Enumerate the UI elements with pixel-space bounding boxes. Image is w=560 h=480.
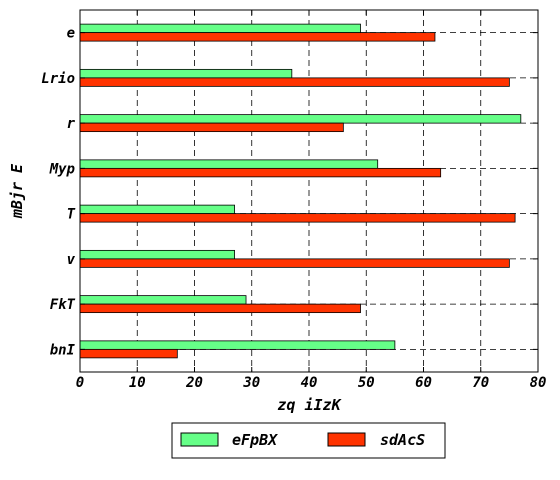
y-tick-label: Lrio bbox=[41, 71, 75, 87]
x-tick-label: 80 bbox=[530, 375, 547, 391]
legend-swatch-sdacs bbox=[327, 432, 366, 447]
bar-sdacs-fkt bbox=[79, 303, 361, 314]
bar-sdacs-myp bbox=[79, 167, 442, 178]
x-axis-title: zq iIzK bbox=[277, 396, 342, 414]
y-axis-title: mBjr E bbox=[8, 163, 26, 219]
bar-efpbx-v bbox=[79, 249, 235, 260]
ticks: 0 10 20 30 40 50 60 70 80 bnI FkT v T Myp r Lrio e bbox=[41, 10, 546, 391]
bar-efpbx-myp bbox=[79, 159, 379, 169]
y-tick-label: FkT bbox=[50, 297, 76, 313]
bars bbox=[79, 23, 522, 359]
x-tick-label: 50 bbox=[358, 375, 375, 391]
bar-efpbx-lrio bbox=[79, 68, 293, 79]
legend-label-sdacs: sdAcS bbox=[380, 431, 425, 449]
bar-efpbx-r bbox=[79, 114, 522, 124]
x-tick-label: 10 bbox=[129, 375, 146, 391]
bar-sdacs-lrio bbox=[79, 77, 510, 87]
bar-efpbx-e bbox=[79, 23, 361, 34]
legend-swatch-efpbx bbox=[180, 432, 219, 447]
y-tick-label: e bbox=[67, 26, 75, 42]
bar-efpbx-t bbox=[79, 204, 235, 215]
x-tick-label: 70 bbox=[472, 375, 489, 391]
y-tick-label: v bbox=[67, 252, 76, 268]
bar-sdacs-r bbox=[79, 122, 344, 133]
x-tick-label: 20 bbox=[185, 375, 203, 391]
y-tick-label: Myp bbox=[49, 161, 75, 177]
bar-efpbx-fkt bbox=[79, 295, 247, 305]
bar-sdacs-v bbox=[79, 258, 510, 268]
y-tick-label: r bbox=[67, 116, 76, 132]
y-tick-label: T bbox=[67, 207, 76, 223]
bar-sdacs-t bbox=[79, 213, 516, 223]
x-tick-label: 60 bbox=[415, 375, 432, 391]
x-tick-label: 0 bbox=[76, 375, 84, 391]
legend: eFpBX sdAcS bbox=[171, 422, 446, 459]
bar-efpbx-bni bbox=[79, 340, 396, 350]
x-tick-label: 30 bbox=[242, 375, 260, 391]
x-tick-label: 40 bbox=[301, 375, 318, 391]
grid bbox=[80, 10, 538, 372]
legend-label-efpbx: eFpBX bbox=[232, 431, 278, 449]
bar-sdacs-e bbox=[79, 32, 436, 42]
bar-sdacs-bni bbox=[79, 348, 178, 359]
y-tick-label: bnI bbox=[50, 342, 76, 358]
